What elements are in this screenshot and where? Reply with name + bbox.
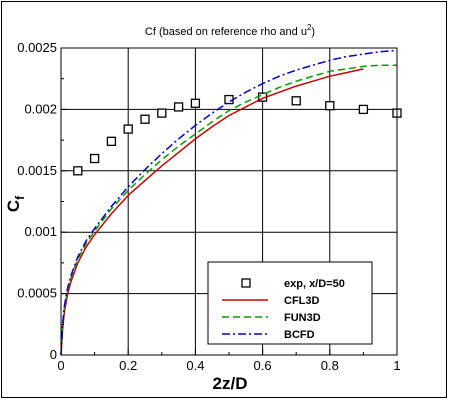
legend-box	[207, 261, 373, 345]
chart-title-main: Cf (based on reference rho and u	[145, 26, 307, 38]
series-exp-x-d-50-marker	[123, 124, 133, 134]
y-tick-label: 0.002	[24, 101, 57, 116]
legend-label-fun3d: FUN3D	[284, 312, 321, 324]
series-exp-x-d-50-marker	[106, 136, 117, 146]
y-tick-label: 0.0025	[17, 40, 57, 55]
series-exp-x-d-50-marker	[157, 108, 167, 118]
y-axis-title-subscript: f	[13, 195, 27, 200]
series-exp-x-d-50-marker	[358, 104, 369, 115]
x-tick-label: 1	[393, 358, 400, 373]
x-tick-label: 0.2	[119, 358, 137, 373]
x-tick-label: 0.6	[254, 358, 272, 373]
legend-label-exp-x-d-50: exp, x/D=50	[284, 278, 345, 290]
x-axis-title: 2z/D	[213, 374, 248, 393]
series-exp-x-d-50-marker	[89, 153, 100, 164]
x-tick-label: 0.4	[186, 358, 204, 373]
series-layer	[60, 49, 402, 356]
legend-label-cfl3d: CFL3D	[284, 295, 320, 307]
y-tick-label: 0.001	[24, 224, 57, 239]
series-exp-x-d-50-marker	[325, 101, 335, 111]
series-exp-x-d-50-marker	[190, 98, 201, 108]
series-fun3d-line	[60, 64, 397, 356]
legend-label-bcfd: BCFD	[284, 329, 315, 341]
x-tick-label: 0.8	[321, 358, 339, 373]
legend-swatch-exp-x-d-50	[241, 278, 251, 288]
series-exp-x-d-50-marker	[73, 166, 83, 176]
y-tick-label: 0	[50, 347, 57, 362]
legend: exp, x/D=50 CFL3D FUN3D BCFD	[207, 261, 373, 345]
series-cfl3d-line	[60, 68, 364, 356]
chart-title-superscript: 2	[307, 23, 312, 32]
y-axis-title: Cf	[4, 195, 27, 212]
series-exp-x-d-50-marker	[291, 96, 301, 106]
chart-title-end: )	[311, 26, 315, 38]
x-tick-label: 0	[57, 358, 64, 373]
y-tick-label: 0.0005	[17, 286, 57, 301]
y-tick-label: 0.0015	[17, 163, 57, 178]
chart-title: Cf (based on reference rho and u2)	[145, 23, 315, 38]
series-bcfd-line	[60, 49, 398, 356]
series-exp-x-d-50-marker	[140, 114, 150, 124]
series-exp-x-d-50-marker	[173, 102, 184, 112]
y-axis-title-main: C	[4, 200, 23, 212]
axis-ticks: 0 0.2 0.4 0.6 0.8 1 0 0.0005 0.001 0.0015 0.002 0.0…	[17, 40, 400, 373]
